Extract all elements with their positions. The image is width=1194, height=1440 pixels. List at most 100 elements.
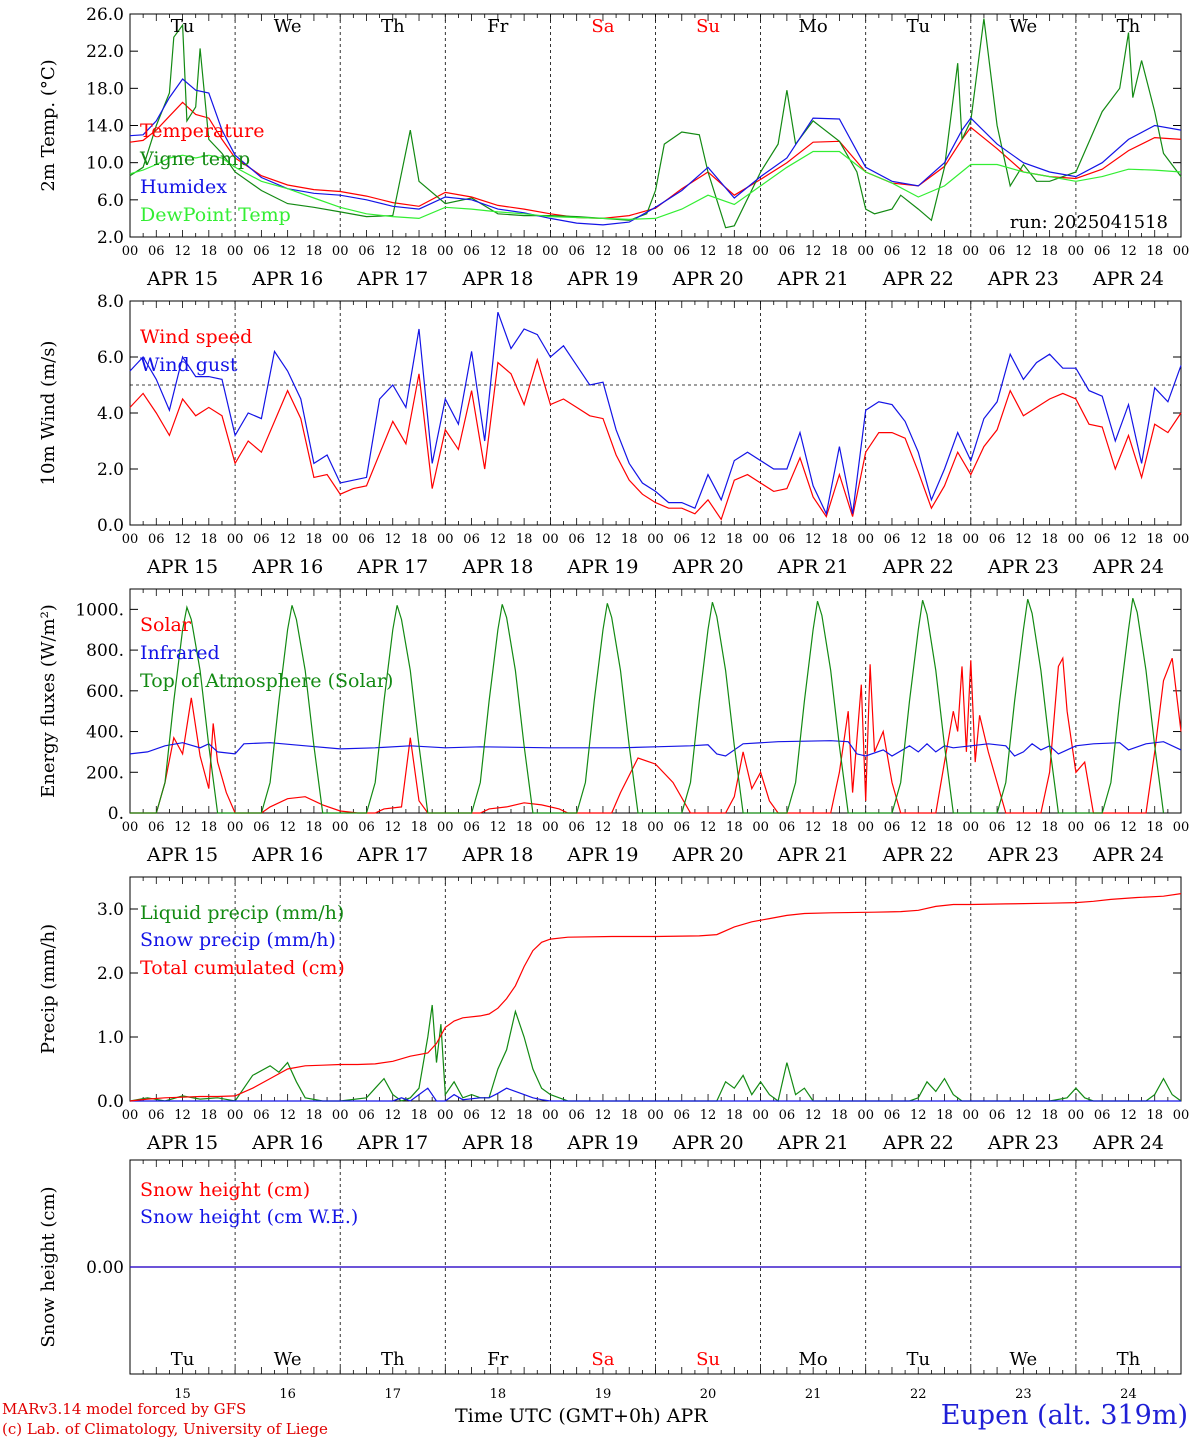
legend-entry: Temperature [140,120,264,142]
date-label: APR 21 [777,844,849,866]
series-line-blue [129,740,1182,757]
date-label: APR 21 [777,268,849,290]
hour-label: 00 [857,1108,874,1123]
hour-label: 12 [595,820,612,835]
date-label: APR 18 [461,556,533,578]
hour-label: 06 [358,1108,375,1123]
hour-label: 06 [568,244,585,259]
legend-entry: Vigne temp [139,148,250,170]
hour-label: 18 [411,820,428,835]
hour-label: 18 [1146,532,1163,547]
hour-label: 12 [384,820,401,835]
day-number: 21 [805,1387,822,1402]
hour-label: 12 [1015,1108,1032,1123]
y-axis-label: Snow height (cm) [38,1186,59,1347]
date-label: APR 18 [461,268,533,290]
hour-label: 00 [122,820,139,835]
y-tick-label: 1000. [75,600,124,620]
hour-label: 12 [700,244,717,259]
hour-label: 06 [253,532,270,547]
hour-label: 18 [201,820,218,835]
date-label: APR 23 [987,1132,1059,1154]
y-tick-label: 2.0 [97,228,124,248]
hour-label: 00 [857,820,874,835]
copyright-credit: (c) Lab. of Climatology, University of L… [2,1420,328,1438]
date-label: APR 22 [882,556,954,578]
day-name: Tu [171,1349,195,1370]
panel-5: 0.00 Snow height (cm) Snow height (cm) Snow… [38,1159,1182,1402]
hour-label: 06 [989,820,1006,835]
hour-label: 06 [148,1108,165,1123]
hour-label: 00 [542,532,559,547]
date-label: APR 24 [1092,844,1164,866]
day-name: We [274,1349,302,1370]
hour-label: 06 [148,820,165,835]
hour-label: 12 [490,244,507,259]
hour-label: 00 [1173,532,1190,547]
hour-label: 18 [1041,532,1058,547]
hour-label: 06 [989,1108,1006,1123]
day-name: Tu [906,1349,930,1370]
series-line-lightgreen [129,150,1182,220]
series-line-red [129,101,1182,220]
hour-label: 12 [279,1108,296,1123]
panel-2: 0.0 2.0 4.0 6.0 8.0 10m Wind (m/s) Wind speed W… [38,292,1189,578]
series-line-red [129,357,1182,521]
hour-label: 12 [279,820,296,835]
date-label: APR 21 [777,1132,849,1154]
hour-label: 06 [568,532,585,547]
hour-label: 18 [936,244,953,259]
legend-entry: Liquid precip (mm/h) [140,902,344,924]
date-label: APR 23 [987,268,1059,290]
hour-label: 06 [884,532,901,547]
hour-label: 00 [752,820,769,835]
date-label: APR 22 [882,844,954,866]
hour-label: 00 [437,820,454,835]
day-name: Th [381,1349,405,1370]
day-number: 23 [1015,1387,1032,1402]
date-label: APR 20 [672,1132,744,1154]
hour-label: 18 [831,244,848,259]
hour-label: 00 [752,532,769,547]
y-tick-label: 14.0 [86,117,124,137]
hour-label: 18 [306,532,323,547]
hour-label: 12 [805,244,822,259]
y-axis-label: 2m Temp. (°C) [38,59,59,191]
hour-label: 18 [1146,1108,1163,1123]
hour-label: 12 [490,532,507,547]
date-label: APR 16 [251,268,323,290]
hour-label: 00 [332,820,349,835]
hour-label: 00 [332,244,349,259]
date-label: APR 19 [566,556,638,578]
legend-entry: Snow height (cm) [140,1179,310,1201]
hour-label: 18 [306,820,323,835]
hour-label: 00 [122,1108,139,1123]
day-number: 18 [490,1387,507,1402]
hour-label: 12 [279,532,296,547]
hour-label: 00 [647,820,664,835]
y-axis-label: 10m Wind (m/s) [38,341,59,486]
hour-label: 18 [831,820,848,835]
date-label: APR 20 [672,556,744,578]
hour-label: 00 [1173,820,1190,835]
day-number: 20 [700,1387,717,1402]
legend-entry: Solar [140,614,192,636]
hour-label: 12 [1120,820,1137,835]
y-tick-label: 0.0 [97,516,124,536]
hour-label: 00 [1068,1108,1085,1123]
date-label: APR 24 [1092,1132,1164,1154]
series-line-blue [129,78,1182,226]
hour-label: 00 [647,1108,664,1123]
day-number: 19 [595,1387,612,1402]
hour-label: 06 [148,244,165,259]
y-tick-label: 2.0 [97,460,124,480]
hour-label: 00 [332,532,349,547]
series-line-red [129,893,1182,1102]
hour-label: 12 [384,1108,401,1123]
day-name: Th [381,16,405,37]
hour-label: 12 [490,820,507,835]
hour-label: 06 [1094,244,1111,259]
hour-label: 12 [910,532,927,547]
hour-label: 12 [174,532,191,547]
day-name: Fr [487,1349,508,1370]
